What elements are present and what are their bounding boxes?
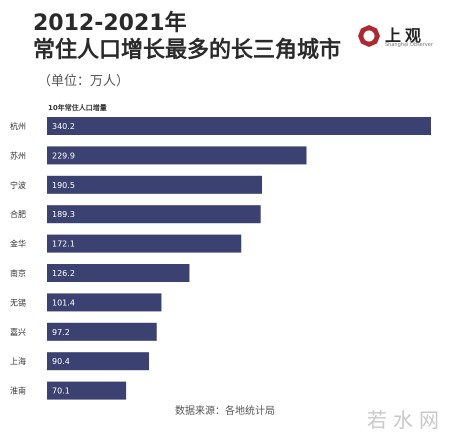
data-label: 189.3	[52, 210, 75, 219]
data-label: 190.5	[52, 181, 75, 190]
bar	[47, 322, 157, 341]
data-label: 101.4	[52, 298, 75, 307]
bar	[47, 381, 127, 400]
data-label: 97.2	[52, 328, 70, 337]
title-line-2: 常住人口增长最多的长三角城市	[33, 38, 342, 63]
bar	[47, 146, 307, 165]
series-label: 10年常住人口增量	[48, 104, 107, 112]
data-label: 70.1	[52, 387, 70, 396]
bar	[47, 175, 263, 194]
category-label: 南京	[10, 268, 26, 278]
bar	[47, 205, 261, 224]
category-label: 宁波	[10, 180, 26, 190]
category-label: 合肥	[10, 209, 26, 219]
bar	[47, 117, 431, 135]
bar	[47, 264, 190, 282]
data-label: 90.4	[52, 357, 70, 366]
watermark: 若水网	[367, 408, 445, 432]
bar-chart: 杭州 340.2 苏州 229.9 宁波 190.5 合肥 189.3 金华 172.1 南京 126…	[10, 117, 431, 400]
title-line-1: 2012-2021年	[33, 11, 187, 36]
data-label: 340.2	[52, 122, 75, 131]
category-label: 杭州	[10, 121, 26, 131]
logo-subtext: Shanghai Observer	[385, 42, 433, 48]
unit-label: （单位：万人）	[38, 74, 130, 89]
data-source: 数据来源：各地统计局	[175, 406, 275, 417]
data-label: 172.1	[52, 240, 75, 249]
category-label: 苏州	[10, 150, 26, 160]
bar	[47, 234, 242, 253]
logo-text: 上观	[385, 26, 426, 45]
category-label: 金华	[10, 239, 26, 249]
chart-title: 2012-2021年 常住人口增长最多的长三角城市	[33, 10, 341, 64]
bar	[47, 352, 150, 371]
data-label: 126.2	[52, 269, 75, 278]
category-label: 嘉兴	[10, 327, 26, 337]
brand-logo: 上观 Shanghai Observer	[357, 22, 449, 52]
category-label: 上海	[10, 356, 26, 366]
data-label: 229.9	[52, 151, 75, 160]
bar	[47, 293, 162, 312]
category-label: 无锡	[10, 298, 26, 307]
logo-mark-icon	[358, 25, 380, 47]
category-label: 淮南	[10, 386, 26, 396]
